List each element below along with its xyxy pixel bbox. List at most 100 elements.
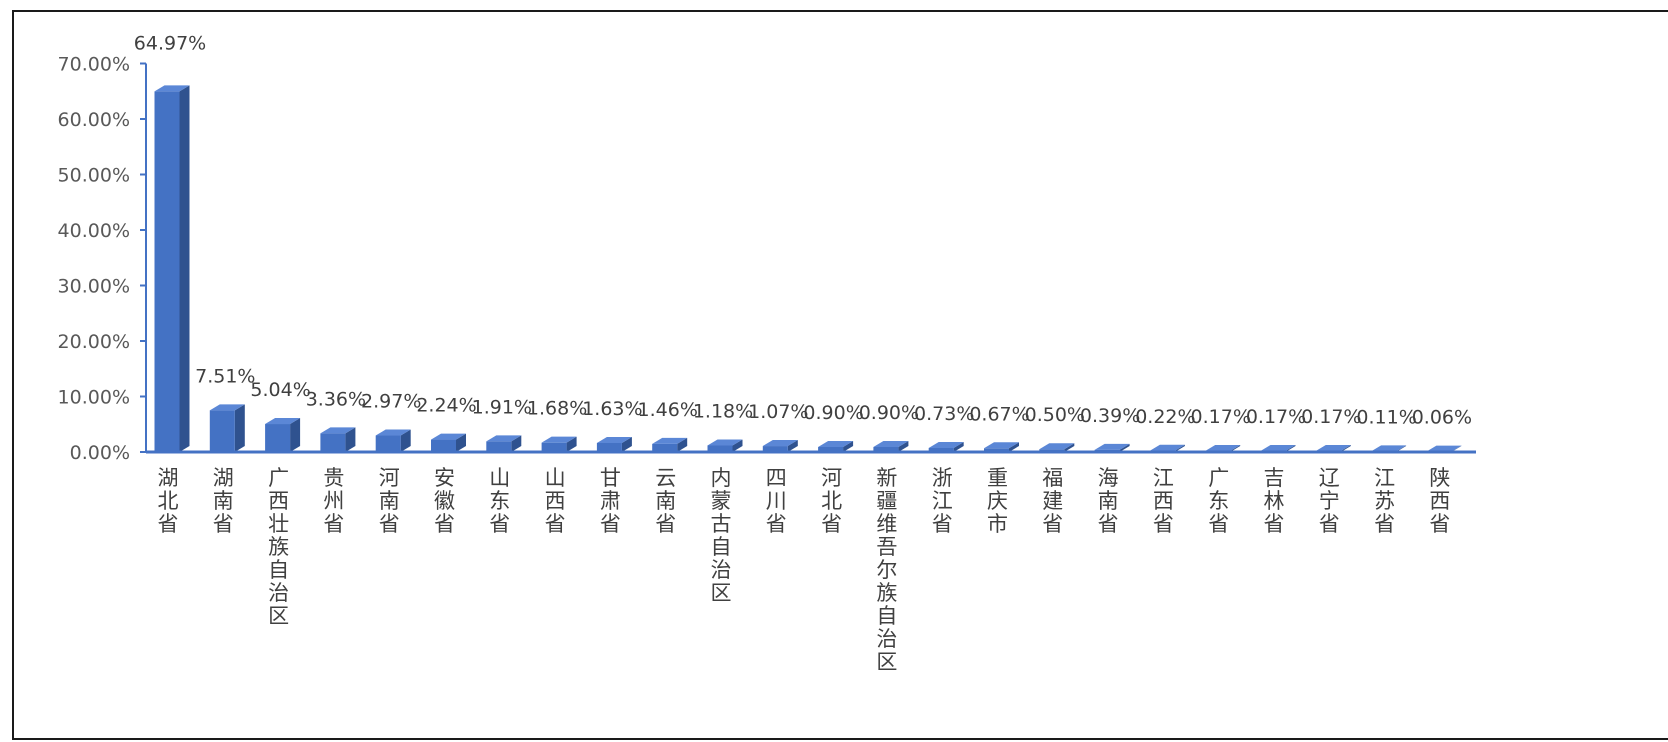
bar-side	[1285, 445, 1296, 452]
bar-top	[265, 418, 301, 425]
axes	[145, 63, 1476, 454]
data-label: 3.36%	[306, 388, 366, 410]
data-label: 1.63%	[582, 398, 642, 420]
bar-top	[818, 441, 854, 448]
bar-side	[1064, 443, 1075, 452]
bar-side	[677, 437, 688, 452]
data-label: 0.17%	[1191, 406, 1251, 428]
bar-side	[621, 436, 632, 452]
x-category-label: 云南省	[655, 466, 676, 536]
bar	[873, 441, 909, 452]
bar-top	[984, 442, 1019, 449]
data-label: 5.04%	[250, 379, 310, 401]
bar	[596, 436, 632, 452]
bar-front	[486, 441, 512, 452]
bar-top	[596, 436, 632, 443]
bar-front	[707, 445, 733, 452]
bar-top	[431, 433, 466, 440]
bar-front	[596, 442, 622, 452]
bar-side	[1174, 444, 1185, 452]
y-axis-ticks: 0.00% 10.00% 20.00% 30.00% 40.00% 50.00% 60.00…	[58, 54, 146, 464]
bar-top	[1426, 445, 1462, 452]
bar	[541, 436, 577, 452]
x-category-label: 河北省	[821, 466, 842, 536]
y-tick-label: 70.00%	[58, 54, 130, 76]
bar-side	[1119, 443, 1130, 452]
y-tick-label: 40.00%	[58, 220, 130, 242]
x-category-label: 四川省	[766, 466, 787, 536]
data-label: 0.17%	[1246, 406, 1306, 428]
bar-front	[320, 433, 346, 452]
bar-side	[843, 441, 854, 452]
bar-front	[762, 446, 788, 452]
bar-front	[984, 448, 1009, 452]
bar	[154, 85, 190, 452]
data-label: 7.51%	[195, 365, 255, 387]
x-category-label: 海南省	[1098, 466, 1119, 536]
bar-top	[209, 404, 245, 411]
bar	[652, 437, 688, 452]
bar-top	[486, 435, 522, 442]
bar	[320, 427, 356, 452]
bar	[486, 435, 522, 452]
bar-front	[375, 435, 401, 452]
bar-side	[1396, 445, 1407, 452]
data-label: 0.22%	[1135, 406, 1195, 428]
x-category-label: 甘肃省	[600, 466, 621, 536]
data-label: 2.24%	[416, 395, 476, 417]
bar-top	[1094, 443, 1130, 450]
x-category-label: 广西壮族自治区	[268, 466, 289, 628]
x-category-label: 福建省	[1042, 466, 1063, 536]
bar-top	[1149, 444, 1185, 451]
bars	[154, 85, 1462, 453]
bar-top	[1371, 445, 1407, 452]
y-tick-label: 0.00%	[70, 442, 130, 464]
y-tick-label: 30.00%	[58, 276, 130, 298]
bar-front	[873, 447, 899, 452]
bar	[818, 441, 854, 452]
x-category-label: 陕西省	[1429, 466, 1450, 536]
bar-front	[541, 442, 567, 452]
x-category-label: 辽宁省	[1319, 466, 1340, 536]
bar-side	[400, 429, 411, 452]
bar-front	[209, 410, 235, 452]
bar-side	[511, 435, 522, 452]
bar-top	[1315, 445, 1351, 452]
bar-top	[320, 427, 356, 434]
bar	[928, 441, 964, 452]
bar-top	[541, 436, 577, 443]
bar-top	[1039, 443, 1075, 450]
bar-side	[1451, 445, 1462, 452]
data-label: 2.97%	[361, 391, 421, 413]
bar	[707, 439, 743, 452]
bar-top	[928, 441, 964, 448]
data-label: 0.17%	[1301, 406, 1361, 428]
x-category-label: 江西省	[1153, 466, 1174, 536]
data-label: 1.91%	[472, 396, 532, 418]
bar-top	[652, 437, 688, 444]
bar-side	[1230, 445, 1241, 452]
bar-side	[290, 418, 301, 452]
y-tick-label: 50.00%	[58, 165, 130, 187]
bar-front	[928, 447, 954, 452]
bar-side	[566, 436, 577, 452]
bar-front	[818, 447, 844, 452]
x-category-label: 重庆市	[987, 466, 1008, 536]
x-category-label: 贵州省	[323, 466, 344, 536]
bar-chart: 0.00% 10.00% 20.00% 30.00% 40.00% 50.00% 60.00…	[58, 32, 1476, 674]
bar-front	[265, 424, 291, 452]
bar	[209, 404, 245, 452]
x-category-label: 新疆维吾尔族自治区	[876, 466, 897, 674]
bar-side	[898, 441, 909, 452]
bar-front	[431, 439, 456, 452]
bar-side	[953, 441, 964, 452]
bar-side	[787, 440, 798, 452]
bar-side	[179, 85, 190, 452]
data-label: 0.67%	[969, 403, 1029, 425]
data-label: 0.90%	[859, 402, 919, 424]
bar-top	[154, 85, 190, 92]
y-tick-label: 10.00%	[58, 387, 130, 409]
bar-front	[154, 91, 180, 452]
bar-top	[375, 429, 411, 436]
bar-side	[345, 427, 356, 452]
